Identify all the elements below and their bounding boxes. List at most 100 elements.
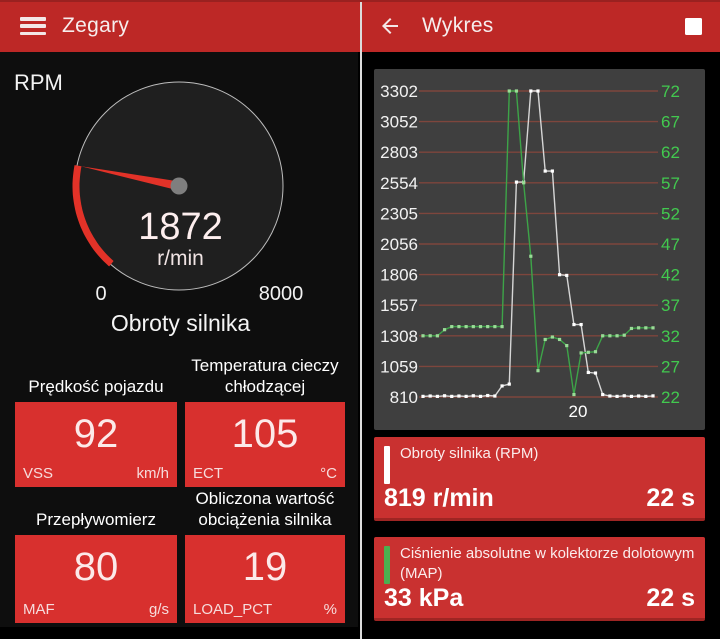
arrow-left-icon — [382, 18, 398, 34]
tile-value: 105 — [231, 412, 299, 456]
series-marker — [514, 89, 519, 93]
gauge-needle — [80, 166, 180, 191]
tile-pid: VSS — [23, 465, 54, 482]
series-marker — [579, 351, 583, 355]
series-marker — [464, 394, 468, 398]
series-marker — [428, 334, 432, 338]
series-marker — [543, 169, 547, 173]
series-elapsed-time: 22 s — [646, 484, 695, 512]
series-marker — [593, 371, 598, 375]
right-axis-tick: 42 — [661, 266, 680, 285]
series-marker — [529, 89, 533, 93]
tile-unit: % — [323, 601, 337, 618]
series-marker — [486, 325, 490, 329]
tile-value: 92 — [73, 412, 119, 456]
tile-pid: LOAD_PCT — [193, 601, 273, 618]
series-marker — [500, 384, 504, 388]
x-axis-tick: 20 — [569, 402, 588, 421]
back-button[interactable] — [378, 14, 402, 38]
stop-recording-button[interactable] — [685, 18, 702, 35]
series-marker — [435, 394, 439, 398]
series-marker — [557, 273, 562, 277]
series-marker — [615, 334, 619, 338]
series-marker — [565, 343, 569, 348]
series-marker — [457, 394, 461, 398]
tile-unit: km/h — [136, 465, 169, 482]
tile-unit: °C — [320, 465, 337, 482]
tile-pid: MAF — [23, 601, 55, 618]
tile-title-vss: Prędkość pojazdu — [28, 377, 164, 397]
series-marker — [442, 394, 447, 398]
gauge-value: 1872 — [138, 206, 223, 248]
series-marker — [493, 325, 497, 329]
gauge-unit: r/min — [157, 247, 204, 270]
series-card-rpm[interactable]: Obroty silnika (RPM) 819 r/min 22 s — [374, 437, 705, 521]
series-marker — [421, 334, 425, 338]
menu-button[interactable] — [20, 17, 46, 35]
right-axis-tick: 57 — [661, 174, 680, 193]
series-marker — [593, 350, 598, 354]
series-marker — [442, 328, 447, 332]
sensor-tile-ect[interactable]: 105 ECT °C — [185, 402, 345, 487]
right-axis-tick: 72 — [661, 82, 680, 101]
chart-panel[interactable]: 3302 3052 2803 2554 2305 2056 1806 1557 1308 1059… — [374, 69, 705, 430]
series-marker — [536, 89, 540, 93]
series-marker — [500, 325, 504, 329]
series-card-map[interactable]: Ciśnienie absolutne w kolektorze dolotow… — [374, 537, 705, 621]
tile-value: 19 — [242, 545, 288, 589]
left-axis-tick: 1557 — [380, 296, 418, 315]
right-axis-tick: 62 — [661, 143, 680, 162]
series-marker — [622, 394, 626, 398]
series-marker — [421, 394, 425, 398]
series-marker — [550, 169, 554, 173]
gauge-caption: Obroty silnika — [110, 310, 251, 336]
left-axis-tick: 2554 — [380, 174, 418, 193]
series-marker — [550, 335, 554, 339]
series-marker — [450, 325, 454, 329]
left-axis-tick: 1308 — [380, 327, 418, 346]
right-axis-tick: 32 — [661, 327, 680, 346]
series-marker — [637, 326, 641, 330]
line-chart: 3302 3052 2803 2554 2305 2056 1806 1557 1308 1059… — [380, 82, 680, 421]
tile-value: 80 — [73, 545, 119, 589]
tile-title-load: Obliczona wartość obciążenia silnika — [195, 488, 335, 530]
rpm-gauge[interactable] — [0, 52, 361, 340]
series-marker — [572, 322, 576, 327]
series-marker — [651, 394, 655, 398]
gauge-arc — [72, 165, 114, 267]
series-current-value: 819 r/min — [384, 484, 494, 512]
series-marker — [543, 337, 547, 342]
series-marker — [586, 350, 590, 354]
left-axis-tick: 2056 — [380, 235, 418, 254]
sensor-tile-maf[interactable]: 80 MAF g/s — [15, 535, 177, 623]
series-marker — [507, 382, 511, 386]
series-marker — [478, 325, 483, 329]
series-marker — [629, 326, 634, 331]
right-axis-tick: 37 — [661, 296, 680, 315]
appbar-chart: Wykres — [362, 0, 720, 52]
sensor-tile-load[interactable]: 19 LOAD_PCT % — [185, 535, 345, 623]
appbar-gauges: Zegary — [0, 0, 361, 52]
sensor-tile-vss[interactable]: 92 VSS km/h — [15, 402, 177, 487]
series-marker — [457, 325, 461, 329]
series-marker — [471, 394, 475, 398]
series-marker — [651, 326, 655, 330]
series-marker — [557, 337, 562, 342]
series-marker — [435, 334, 439, 338]
series-marker — [608, 394, 612, 398]
page-title-chart: Wykres — [422, 14, 494, 37]
gauge-corner-label: RPM — [14, 70, 63, 95]
panel-divider — [360, 0, 362, 639]
status-bar-edge — [0, 0, 720, 2]
hamburger-icon — [20, 24, 46, 28]
hamburger-icon — [20, 31, 46, 35]
tile-title-maf: Przepływomierz — [36, 510, 156, 530]
left-axis-tick: 3302 — [380, 82, 418, 101]
series-marker — [529, 254, 533, 258]
series-marker — [586, 370, 590, 375]
right-axis-tick: 22 — [661, 388, 680, 407]
series-marker — [572, 392, 576, 397]
tile-unit: g/s — [148, 601, 169, 618]
series-marker — [644, 326, 648, 330]
